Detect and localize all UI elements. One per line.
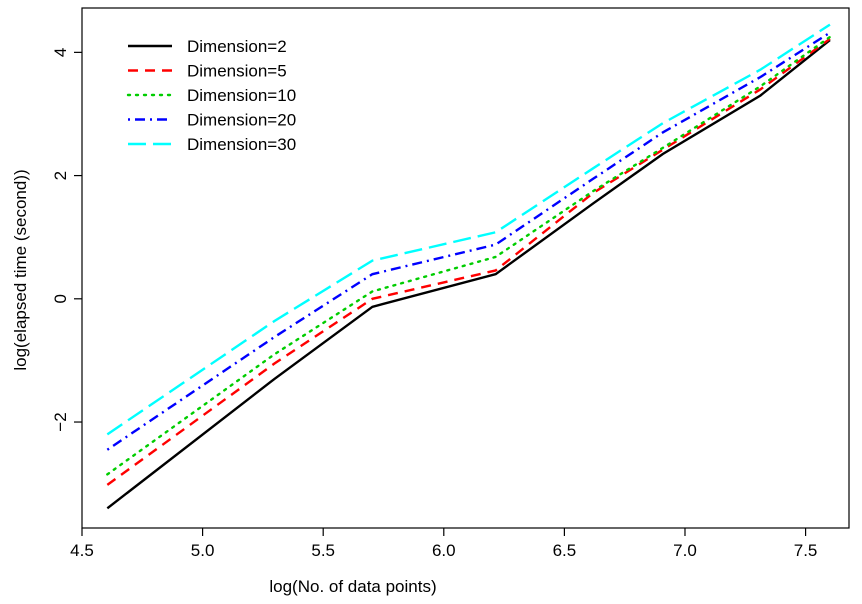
- series-line-3: [106, 35, 832, 476]
- x-tick-label: 6.5: [553, 541, 577, 560]
- legend-label-4: Dimension=20: [187, 111, 296, 130]
- x-tick-label: 5.5: [311, 541, 335, 560]
- legend: Dimension=2 Dimension=5 Dimension=10 Dimens…: [126, 37, 296, 154]
- legend-label-2: Dimension=5: [187, 62, 287, 81]
- x-axis-title: log(No. of data points): [269, 577, 436, 596]
- y-tick-label: 2: [51, 171, 70, 180]
- x-axis: 4.5 5.0 5.5 6.0 6.5 7.0 7.5: [70, 528, 817, 560]
- legend-label-1: Dimension=2: [187, 37, 287, 56]
- series-layer: [106, 23, 832, 510]
- y-tick-label: 0: [51, 294, 70, 303]
- series-line-1: [106, 39, 831, 510]
- y-tick-label: −2: [51, 412, 70, 431]
- y-axis: −2 0 2 4: [51, 48, 82, 432]
- plot-frame: [81, 7, 850, 529]
- y-axis-title: log(elapsed time (second)): [11, 169, 30, 370]
- x-tick-label: 7.0: [673, 541, 697, 560]
- legend-label-5: Dimension=30: [187, 135, 296, 154]
- x-tick-label: 4.5: [70, 541, 94, 560]
- series-line-2: [106, 37, 831, 486]
- y-tick-label: 4: [51, 48, 70, 57]
- series-line-5: [106, 23, 831, 436]
- x-tick-label: 7.5: [794, 541, 818, 560]
- x-tick-label: 6.0: [432, 541, 456, 560]
- series-line-4: [106, 31, 831, 451]
- legend-label-3: Dimension=10: [187, 86, 296, 105]
- x-tick-label: 5.0: [191, 541, 215, 560]
